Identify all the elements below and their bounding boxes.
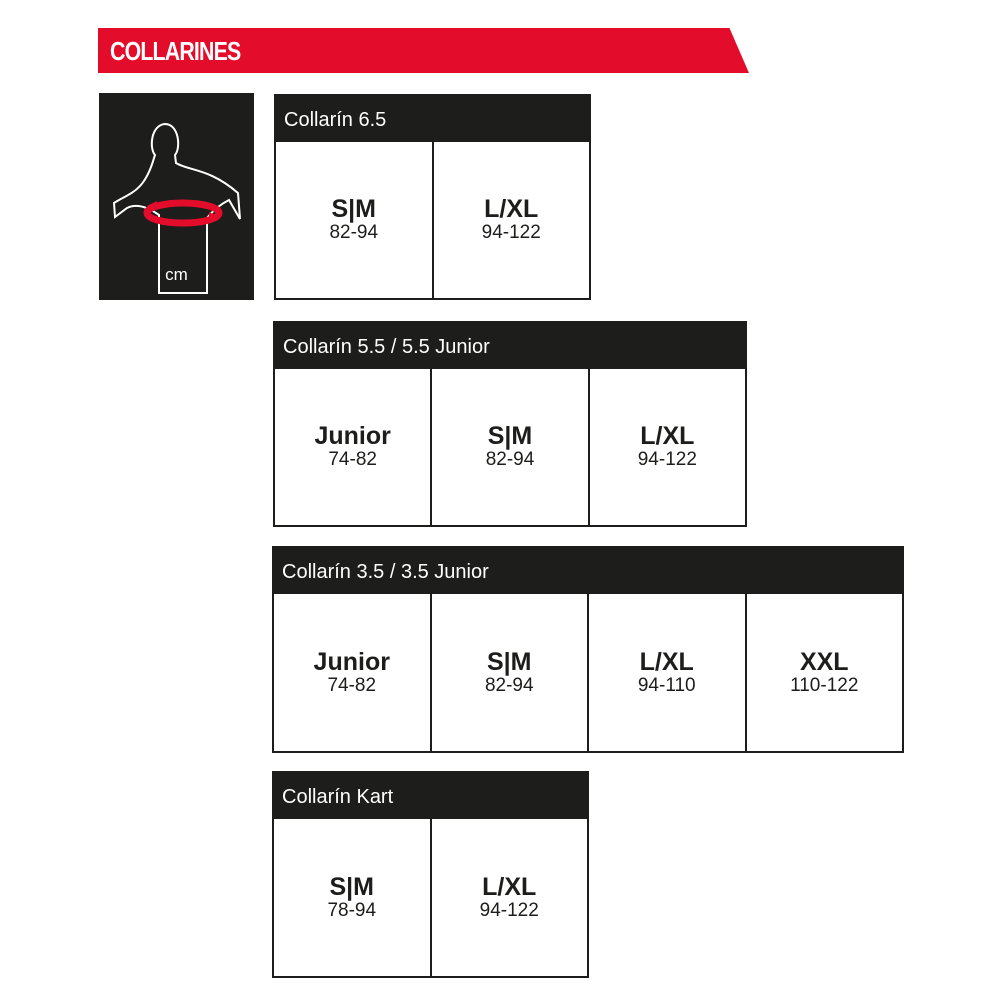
size-cell: S|M 82-94	[432, 369, 590, 525]
title-banner: COLLARINES	[98, 28, 749, 73]
table-header: Collarín 3.5 / 3.5 Junior	[274, 548, 902, 594]
size-label: L/XL	[482, 872, 537, 901]
table-header: Collarín 6.5	[276, 96, 589, 142]
size-cell: S|M 82-94	[432, 594, 589, 751]
size-label: XXL	[799, 647, 849, 676]
size-range: 82-94	[485, 449, 535, 470]
size-table-collarin-6-5: Collarín 6.5 S|M 82-94 L/XL 94-122	[274, 94, 591, 300]
table-header: Collarín Kart	[274, 773, 587, 819]
size-range: 110-122	[790, 674, 859, 696]
page-title: COLLARINES	[110, 36, 241, 66]
size-range: 94-122	[481, 222, 541, 243]
size-cell: L/XL 94-122	[432, 819, 588, 976]
size-label: L/XL	[640, 422, 695, 450]
unit-label: cm	[165, 265, 188, 284]
size-label: L/XL	[484, 195, 539, 223]
size-table-collarin-kart: Collarín Kart S|M 78-94 L/XL 94-122	[272, 771, 589, 978]
size-table-collarin-3-5: Collarín 3.5 / 3.5 Junior Junior 74-82 S|…	[272, 546, 904, 753]
size-label: S|M	[329, 872, 375, 901]
measurement-guide: cm	[99, 93, 254, 300]
size-label: S|M	[487, 422, 533, 450]
size-range: 74-82	[327, 674, 377, 696]
size-cell: L/XL 94-122	[434, 142, 590, 298]
size-range: 82-94	[484, 674, 534, 696]
size-cell: Junior 74-82	[275, 369, 433, 525]
size-cell: S|M 78-94	[274, 819, 432, 976]
torso-chest-measurement-icon	[112, 122, 241, 294]
size-range: 78-94	[327, 899, 377, 921]
size-table-collarin-5-5: Collarín 5.5 / 5.5 Junior Junior 74-82 S|…	[273, 321, 747, 527]
size-label: L/XL	[639, 647, 694, 676]
size-cell: S|M 82-94	[276, 142, 434, 298]
size-cell: XXL 110-122	[747, 594, 903, 751]
size-cell: L/XL 94-122	[590, 369, 745, 525]
size-range: 94-122	[479, 899, 539, 921]
size-cell: L/XL 94-110	[589, 594, 747, 751]
size-range: 94-122	[637, 449, 697, 470]
table-header: Collarín 5.5 / 5.5 Junior	[275, 323, 745, 369]
size-label: S|M	[331, 195, 377, 223]
size-range: 82-94	[329, 222, 379, 243]
size-label: Junior	[314, 422, 391, 450]
size-label: Junior	[313, 647, 390, 676]
size-range: 74-82	[328, 449, 377, 470]
size-range: 94-110	[637, 674, 696, 696]
size-label: S|M	[487, 647, 532, 676]
size-cell: Junior 74-82	[274, 594, 432, 751]
